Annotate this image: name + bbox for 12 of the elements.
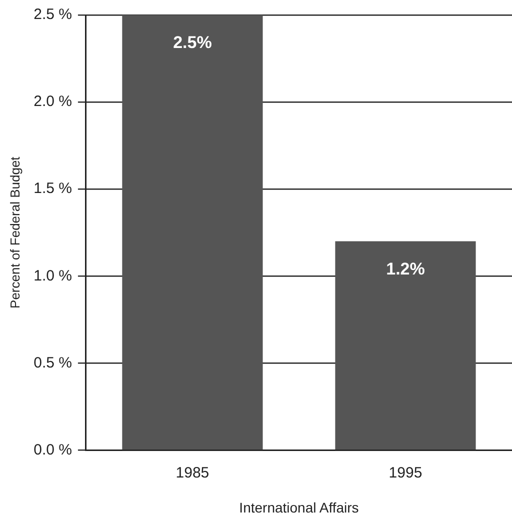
y-tick-label: 1.5 % xyxy=(34,180,72,198)
y-tick-label: 2.0 % xyxy=(34,93,72,110)
y-tick-label: 0.0 % xyxy=(34,441,72,458)
x-tick-label: 1995 xyxy=(388,464,422,482)
y-axis-title: Percent of Federal Budget xyxy=(7,156,22,308)
y-tick-label: 1.0 % xyxy=(34,267,72,284)
y-tick-label: 0.5 % xyxy=(34,354,72,372)
data-label: 2.5% xyxy=(173,33,212,52)
x-axis-title: International Affairs xyxy=(239,499,359,516)
data-label: 1.2% xyxy=(386,259,425,278)
x-tick-label: 1985 xyxy=(176,464,210,482)
y-tick-label: 2.5 % xyxy=(34,6,72,24)
